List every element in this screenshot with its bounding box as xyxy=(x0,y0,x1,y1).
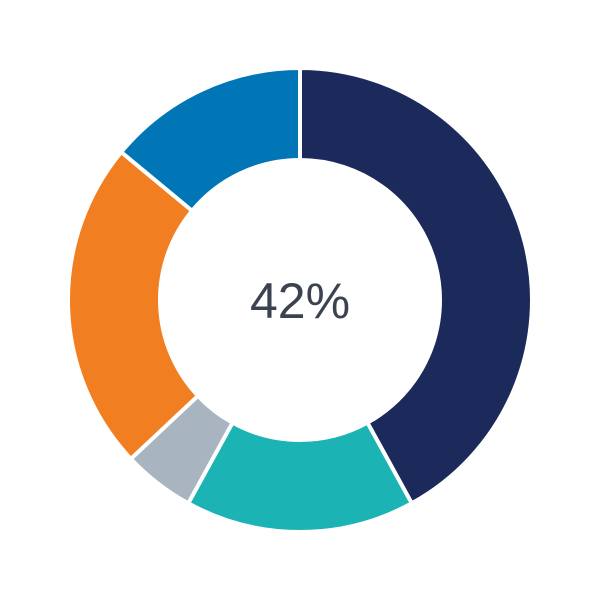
donut-slice-4 xyxy=(66,149,201,462)
donut-slice-5 xyxy=(118,65,302,214)
center-label: 42% xyxy=(250,273,350,329)
donut-slice-1 xyxy=(298,65,534,507)
